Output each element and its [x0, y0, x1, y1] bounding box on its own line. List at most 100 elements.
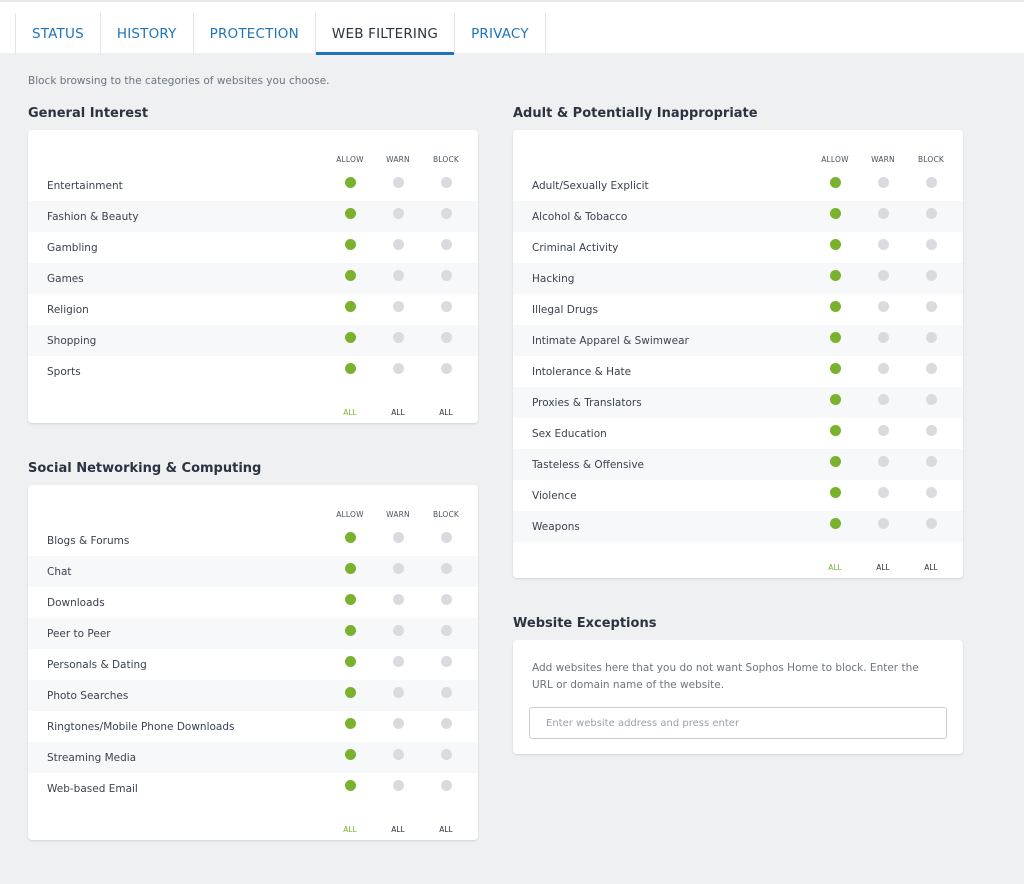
block-radio[interactable] [925, 301, 937, 312]
block-radio[interactable] [440, 332, 452, 343]
section-title-adult-inappropriate: Adult & Potentially Inappropriate [513, 106, 758, 121]
warn-radio[interactable] [877, 425, 889, 436]
warn-radio[interactable] [877, 208, 889, 219]
allow-radio[interactable] [829, 301, 841, 312]
block-radio[interactable] [925, 518, 937, 529]
block-radio[interactable] [925, 456, 937, 467]
warn-radio[interactable] [392, 239, 404, 250]
warn-radio[interactable] [877, 394, 889, 405]
allow-radio[interactable] [344, 363, 356, 374]
allow-radio[interactable] [829, 394, 841, 405]
set-all-block-button[interactable]: ALL [924, 563, 938, 572]
allow-radio[interactable] [344, 270, 356, 281]
tab-history[interactable]: HISTORY [99, 13, 193, 55]
warn-radio[interactable] [877, 332, 889, 343]
warn-radio[interactable] [877, 270, 889, 281]
allow-radio[interactable] [344, 687, 356, 698]
allow-radio[interactable] [344, 749, 356, 760]
allow-radio[interactable] [344, 532, 356, 543]
block-radio[interactable] [925, 425, 937, 436]
block-radio[interactable] [925, 239, 937, 250]
allow-radio[interactable] [829, 487, 841, 498]
set-all-block-button[interactable]: ALL [439, 408, 453, 417]
warn-radio[interactable] [392, 656, 404, 667]
set-all-allow-button[interactable]: ALL [343, 408, 357, 417]
block-radio[interactable] [440, 301, 452, 312]
block-radio[interactable] [440, 718, 452, 729]
set-all-block-button[interactable]: ALL [439, 825, 453, 834]
warn-radio[interactable] [877, 487, 889, 498]
warn-radio[interactable] [877, 239, 889, 250]
warn-radio[interactable] [392, 270, 404, 281]
warn-radio[interactable] [392, 532, 404, 543]
allow-radio[interactable] [344, 780, 356, 791]
warn-radio[interactable] [392, 749, 404, 760]
warn-radio[interactable] [392, 718, 404, 729]
block-radio[interactable] [440, 780, 452, 791]
allow-radio[interactable] [344, 656, 356, 667]
set-all-warn-button[interactable]: ALL [876, 563, 890, 572]
block-radio[interactable] [440, 177, 452, 188]
warn-radio[interactable] [392, 625, 404, 636]
warn-radio[interactable] [392, 177, 404, 188]
block-radio[interactable] [440, 749, 452, 760]
block-radio[interactable] [925, 177, 937, 188]
block-radio[interactable] [440, 563, 452, 574]
allow-radio[interactable] [344, 332, 356, 343]
allow-radio[interactable] [829, 332, 841, 343]
block-radio[interactable] [440, 208, 452, 219]
warn-radio[interactable] [877, 518, 889, 529]
block-radio[interactable] [440, 656, 452, 667]
allow-radio[interactable] [829, 239, 841, 250]
block-radio[interactable] [925, 270, 937, 281]
block-radio[interactable] [440, 239, 452, 250]
warn-radio[interactable] [877, 301, 889, 312]
allow-radio[interactable] [829, 208, 841, 219]
allow-radio[interactable] [829, 363, 841, 374]
tab-status[interactable]: STATUS [15, 13, 100, 55]
warn-radio[interactable] [392, 687, 404, 698]
block-radio[interactable] [440, 532, 452, 543]
set-all-warn-button[interactable]: ALL [391, 825, 405, 834]
block-radio[interactable] [925, 394, 937, 405]
set-all-allow-button[interactable]: ALL [828, 563, 842, 572]
allow-radio[interactable] [829, 177, 841, 188]
block-radio[interactable] [440, 594, 452, 605]
allow-radio[interactable] [829, 270, 841, 281]
warn-radio[interactable] [392, 563, 404, 574]
warn-radio[interactable] [392, 363, 404, 374]
allow-radio[interactable] [344, 563, 356, 574]
allow-radio[interactable] [344, 177, 356, 188]
block-radio[interactable] [440, 270, 452, 281]
allow-radio[interactable] [344, 625, 356, 636]
block-radio[interactable] [440, 363, 452, 374]
allow-radio[interactable] [829, 518, 841, 529]
set-all-warn-button[interactable]: ALL [391, 408, 405, 417]
allow-radio[interactable] [344, 594, 356, 605]
tab-protection[interactable]: PROTECTION [192, 13, 315, 55]
warn-radio[interactable] [392, 594, 404, 605]
allow-radio[interactable] [829, 456, 841, 467]
block-radio[interactable] [440, 687, 452, 698]
tab-web-filtering[interactable]: WEB FILTERING [314, 13, 455, 55]
block-radio[interactable] [925, 208, 937, 219]
set-all-allow-button[interactable]: ALL [343, 825, 357, 834]
warn-radio[interactable] [877, 363, 889, 374]
allow-radio[interactable] [344, 239, 356, 250]
warn-radio[interactable] [392, 780, 404, 791]
allow-radio[interactable] [344, 301, 356, 312]
block-radio[interactable] [925, 487, 937, 498]
block-radio[interactable] [925, 332, 937, 343]
warn-radio[interactable] [392, 332, 404, 343]
block-radio[interactable] [440, 625, 452, 636]
block-radio[interactable] [925, 363, 937, 374]
warn-radio[interactable] [392, 208, 404, 219]
warn-radio[interactable] [877, 456, 889, 467]
allow-radio[interactable] [344, 718, 356, 729]
allow-radio[interactable] [829, 425, 841, 436]
tab-privacy[interactable]: PRIVACY [454, 13, 546, 55]
allow-radio[interactable] [344, 208, 356, 219]
warn-radio[interactable] [392, 301, 404, 312]
website-address-input[interactable] [529, 707, 947, 739]
warn-radio[interactable] [877, 177, 889, 188]
